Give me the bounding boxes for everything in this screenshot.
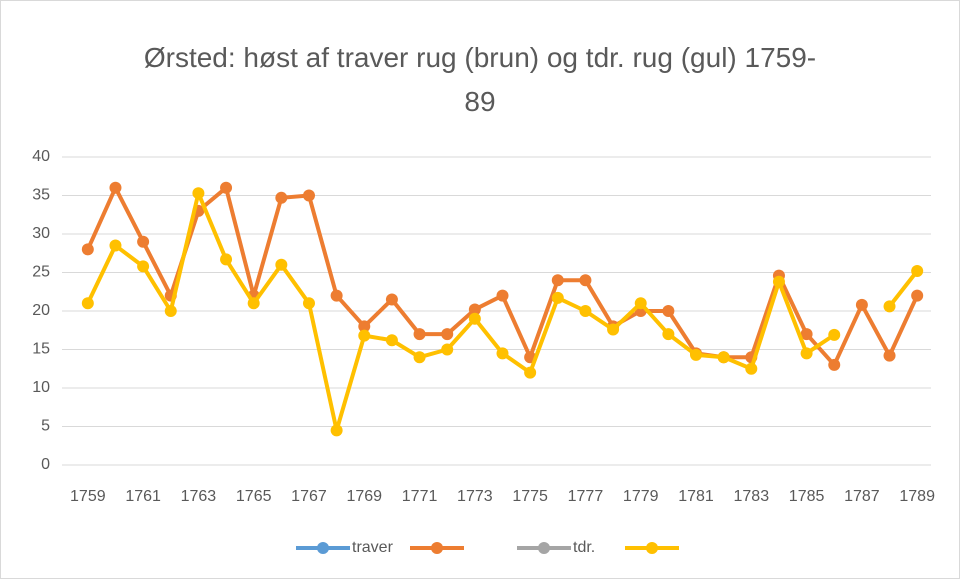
data-point [855,298,868,311]
x-tick-label: 1777 [568,488,604,505]
data-point [441,343,454,356]
y-tick-label: 5 [41,418,50,435]
data-point [717,351,730,364]
legend-label: tdr. [573,539,595,556]
data-point [551,274,564,287]
y-tick-label: 15 [32,341,50,358]
legend-marker [646,542,658,554]
data-point [828,328,841,341]
x-tick-label: 1765 [236,488,272,505]
data-point [137,260,150,273]
y-tick-label: 35 [32,187,50,204]
data-point [468,312,481,325]
data-point [358,329,371,342]
data-point [220,253,233,266]
data-point [220,181,233,194]
y-tick-label: 0 [41,456,50,473]
legend-marker [317,542,329,554]
x-tick-label: 1787 [844,488,880,505]
data-point [496,289,509,302]
data-point [302,189,315,202]
x-tick-label: 1779 [623,488,659,505]
data-point [828,358,841,371]
data-point [81,243,94,256]
x-tick-label: 1789 [899,488,935,505]
x-tick-label: 1775 [512,488,548,505]
y-tick-label: 30 [32,225,50,242]
data-point [358,320,371,333]
data-point [607,323,620,336]
x-tick-label: 1761 [125,488,161,505]
legend-label: traver [352,539,394,556]
data-point [883,349,896,362]
data-point [385,334,398,347]
data-point [690,348,703,361]
data-point [385,293,398,306]
data-point [911,264,924,277]
data-point [275,258,288,271]
y-tick-label: 40 [32,148,50,165]
data-point [81,297,94,310]
data-point [164,305,177,317]
x-tick-label: 1771 [402,488,438,505]
data-point [911,289,924,302]
data-point [330,289,343,302]
data-point [883,300,896,313]
data-point [109,181,122,194]
data-point [496,347,509,360]
data-point [662,328,675,341]
data-point [551,291,564,304]
y-tick-label: 20 [32,302,50,319]
data-point [524,366,537,379]
legend-marker [431,542,443,554]
data-point [247,297,260,310]
data-point [745,362,758,375]
data-point [192,187,205,200]
data-point [468,303,481,316]
x-tick-label: 1767 [291,488,327,505]
x-tick-label: 1785 [789,488,825,505]
legend-marker [538,542,550,554]
x-tick-label: 1781 [678,488,714,505]
x-tick-label: 1783 [734,488,770,505]
data-point [413,328,426,341]
data-point [441,328,454,341]
data-point [413,351,426,364]
data-point [772,275,785,288]
data-point [302,297,315,310]
y-tick-label: 25 [32,264,50,281]
data-point [330,424,343,437]
data-point [634,297,647,310]
x-tick-label: 1769 [346,488,382,505]
data-point [275,191,288,204]
series-line [86,191,919,433]
data-point [109,239,122,252]
x-tick-label: 1773 [457,488,493,505]
x-tick-label: 1759 [70,488,106,505]
data-point [579,305,592,317]
data-point [800,328,813,341]
data-point [137,235,150,248]
chart-title: Ørsted: høst af traver rug (brun) og tdr… [143,42,817,117]
x-tick-label: 1763 [181,488,217,505]
data-point [662,305,675,317]
data-point [800,347,813,360]
data-point [579,274,592,287]
y-tick-label: 10 [32,379,50,396]
